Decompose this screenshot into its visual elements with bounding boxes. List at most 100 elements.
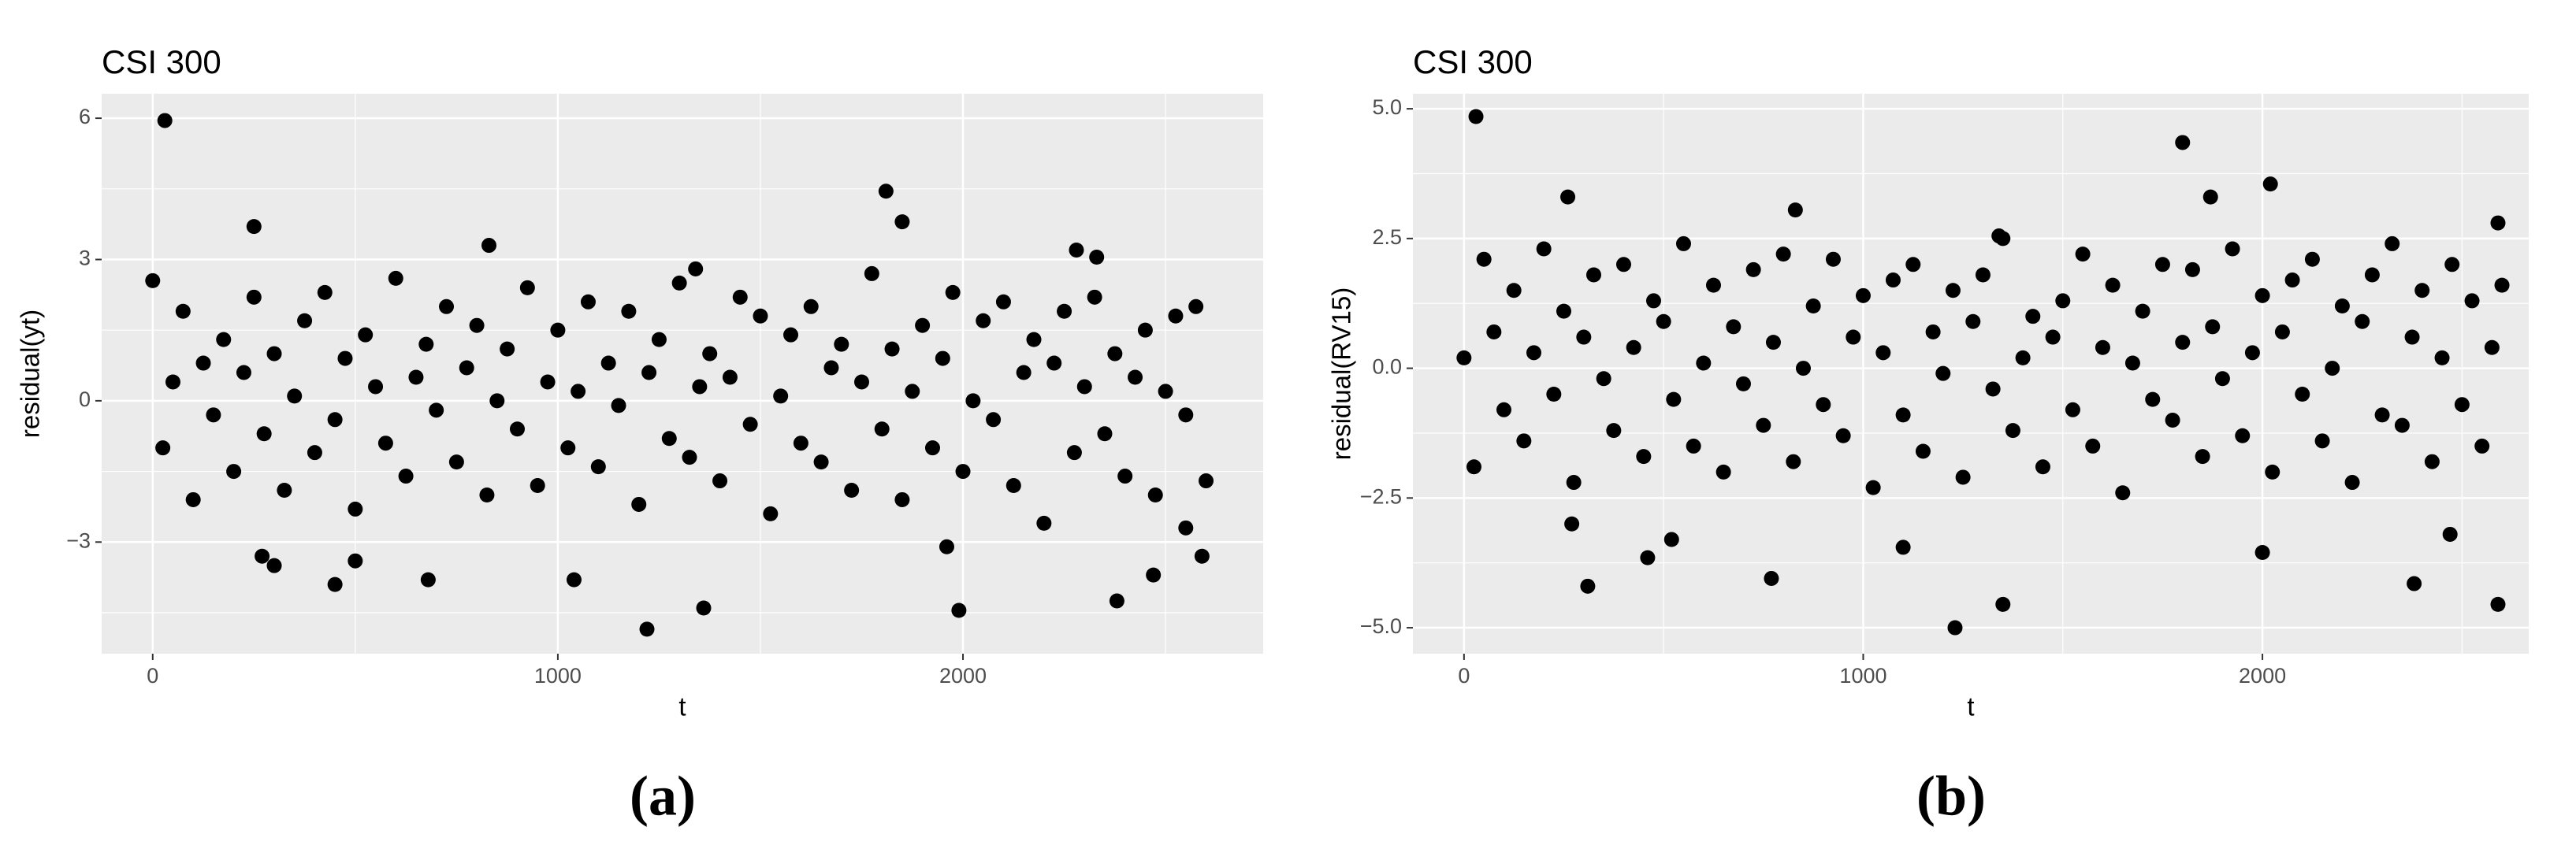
point bbox=[1663, 532, 1679, 547]
point bbox=[2244, 345, 2260, 361]
point bbox=[1486, 324, 1502, 339]
point bbox=[1137, 322, 1153, 338]
point bbox=[1945, 283, 1961, 298]
point bbox=[1089, 249, 1105, 265]
point bbox=[1895, 407, 1911, 423]
point bbox=[1128, 369, 1143, 385]
point bbox=[1046, 355, 1062, 371]
point bbox=[1069, 243, 1084, 258]
point bbox=[2145, 391, 2161, 407]
point bbox=[1995, 596, 2011, 612]
point bbox=[481, 238, 497, 254]
point bbox=[1686, 438, 1701, 454]
point bbox=[388, 270, 403, 286]
point bbox=[1466, 459, 1482, 475]
point bbox=[327, 577, 343, 592]
point bbox=[255, 548, 270, 564]
x-axis-label: t bbox=[678, 692, 686, 721]
point bbox=[1795, 361, 1811, 376]
point bbox=[696, 600, 712, 616]
point bbox=[2205, 319, 2221, 335]
point bbox=[2045, 329, 2061, 345]
point bbox=[1496, 402, 1512, 417]
point bbox=[2154, 257, 2170, 272]
x-tick-label: 1000 bbox=[1839, 664, 1886, 688]
point bbox=[1580, 578, 1596, 594]
x-axis-label: t bbox=[1967, 692, 1974, 721]
point bbox=[1696, 355, 1712, 371]
point bbox=[2075, 247, 2091, 262]
point bbox=[894, 214, 910, 230]
point bbox=[439, 298, 455, 314]
point bbox=[641, 365, 657, 380]
point bbox=[702, 346, 718, 361]
point bbox=[2490, 596, 2506, 612]
point bbox=[783, 327, 799, 343]
point bbox=[1726, 319, 1741, 335]
point bbox=[2325, 361, 2340, 376]
point bbox=[945, 284, 961, 300]
point bbox=[1146, 567, 1162, 583]
point bbox=[1468, 109, 1484, 124]
point bbox=[2385, 235, 2400, 251]
point bbox=[1985, 381, 2001, 397]
point bbox=[408, 369, 424, 385]
point bbox=[500, 341, 515, 357]
point bbox=[1786, 454, 1801, 469]
point bbox=[894, 491, 910, 507]
point bbox=[1107, 346, 1123, 361]
point bbox=[2135, 303, 2150, 319]
point bbox=[1787, 202, 1803, 218]
point bbox=[195, 355, 211, 371]
point bbox=[1915, 443, 1931, 459]
point bbox=[327, 412, 343, 428]
point bbox=[813, 454, 829, 470]
point bbox=[712, 473, 728, 489]
y-tick-label: −5.0 bbox=[1360, 614, 1402, 638]
point bbox=[803, 298, 819, 314]
point bbox=[1546, 387, 1562, 402]
point bbox=[682, 450, 697, 465]
point bbox=[1675, 235, 1691, 251]
point bbox=[1076, 379, 1092, 395]
point bbox=[2202, 189, 2218, 205]
point bbox=[469, 317, 485, 333]
point bbox=[358, 327, 374, 343]
point bbox=[631, 496, 647, 512]
point bbox=[1556, 303, 1572, 319]
point bbox=[1895, 539, 1911, 555]
point bbox=[1905, 257, 1921, 272]
point bbox=[1516, 433, 1532, 449]
point bbox=[2284, 272, 2300, 288]
point bbox=[2254, 287, 2270, 303]
point bbox=[1715, 464, 1731, 480]
chart-title: CSI 300 bbox=[1413, 43, 1533, 80]
point bbox=[2424, 454, 2440, 469]
point bbox=[2175, 135, 2191, 150]
point bbox=[2295, 387, 2310, 402]
point bbox=[348, 501, 363, 517]
point bbox=[986, 412, 1002, 428]
point bbox=[951, 602, 967, 618]
point bbox=[2490, 215, 2506, 231]
point bbox=[287, 388, 303, 404]
point bbox=[1825, 251, 1841, 267]
point bbox=[1057, 303, 1072, 319]
point bbox=[995, 294, 1011, 310]
point bbox=[2184, 261, 2200, 277]
point bbox=[939, 539, 954, 554]
point bbox=[1199, 473, 1214, 489]
x-tick-label: 0 bbox=[147, 664, 158, 688]
point bbox=[377, 436, 393, 451]
point bbox=[1765, 335, 1781, 350]
point bbox=[1835, 428, 1851, 443]
point bbox=[2454, 397, 2470, 413]
y-tick-label: −3 bbox=[66, 528, 91, 552]
point bbox=[1564, 516, 1580, 532]
point bbox=[1705, 277, 1721, 293]
point bbox=[611, 398, 626, 413]
point bbox=[965, 393, 981, 409]
point bbox=[2444, 257, 2460, 272]
point bbox=[1168, 308, 1184, 324]
point bbox=[317, 284, 333, 300]
